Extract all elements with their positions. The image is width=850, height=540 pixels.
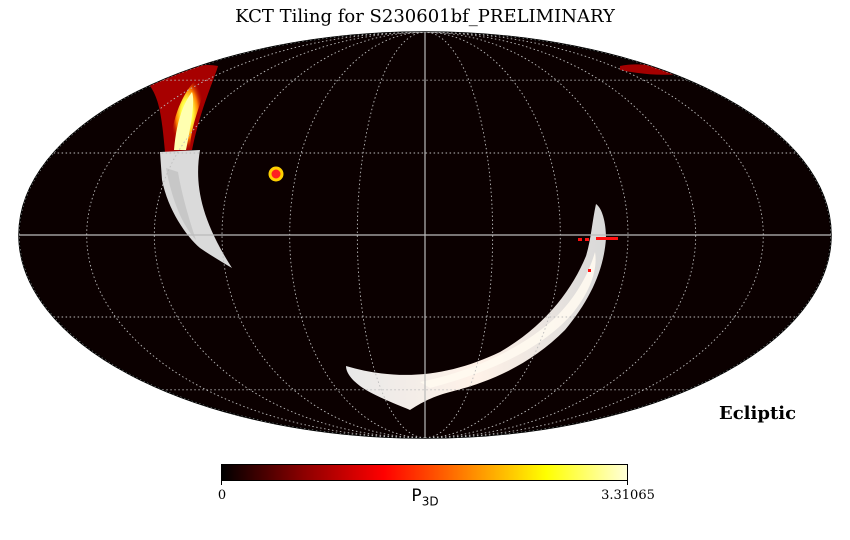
probability-regions — [150, 64, 680, 410]
colorbar-label: P3D — [411, 486, 439, 509]
meridian-line — [424, 32, 494, 438]
colorbar-max-label: 3.31065 — [601, 488, 655, 503]
meridian-line — [356, 32, 426, 438]
southern-arc-core — [420, 252, 596, 388]
northeast-glow — [620, 64, 680, 75]
colorbar-max-tick — [627, 481, 628, 485]
colorbar — [221, 464, 628, 481]
plot-title: KCT Tiling for S230601bf_PRELIMINARY — [235, 6, 615, 27]
meridian-line — [86, 32, 426, 438]
meridian-line — [424, 32, 697, 438]
tile-marker — [588, 269, 591, 272]
tile-markers — [578, 237, 618, 272]
left-crescent-shade — [166, 168, 196, 240]
target-marker-ring — [268, 166, 284, 182]
hotspot-bright — [174, 92, 194, 150]
meridian-line — [153, 32, 426, 438]
colorbar-min-label: 0 — [217, 488, 227, 503]
tile-marker — [578, 238, 582, 241]
colorbar-min-tick — [221, 481, 222, 485]
tile-marker — [596, 237, 618, 240]
coordinate-frame-label: Ecliptic — [719, 403, 797, 424]
meridian-line — [424, 32, 764, 438]
tile-marker — [585, 238, 589, 241]
